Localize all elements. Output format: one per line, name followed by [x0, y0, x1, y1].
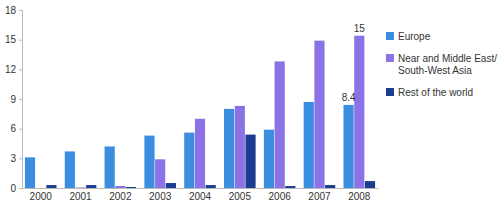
x-tick-label: 2005 — [229, 191, 252, 202]
bar — [75, 187, 85, 188]
y-tick-mark — [19, 10, 22, 11]
bar — [365, 181, 375, 188]
bar — [325, 185, 335, 188]
legend-swatch — [386, 32, 394, 40]
y-axis-line — [19, 11, 23, 189]
x-tick-label: 2006 — [269, 191, 292, 202]
bar — [105, 146, 115, 188]
bar — [314, 41, 324, 188]
bar — [285, 186, 295, 188]
y-tick: 12 — [5, 64, 22, 75]
bar — [36, 188, 46, 189]
bar — [65, 151, 75, 188]
y-tick-label: 15 — [5, 34, 17, 45]
bar — [343, 105, 353, 188]
y-tick-mark — [19, 40, 22, 41]
y-tick-label: 9 — [10, 94, 16, 105]
y-tick: 15 — [5, 34, 22, 45]
data-label: 15 — [354, 23, 366, 34]
x-tick-label: 2008 — [348, 191, 371, 202]
x-tick: 2000 — [30, 188, 53, 202]
x-tick-label: 2001 — [69, 191, 92, 202]
y-tick-label: 3 — [10, 153, 16, 164]
x-tick: 2004 — [189, 188, 212, 202]
plot: 0369121518200020012002200320042005200620… — [5, 5, 379, 202]
bar — [184, 133, 194, 188]
x-tick: 2006 — [269, 188, 292, 202]
data-labels: 8.4 15 — [342, 23, 366, 103]
y-tick: 0 — [10, 183, 22, 194]
legend-label: Europe — [398, 31, 431, 42]
y-tick-mark — [19, 69, 22, 70]
bar — [275, 61, 285, 188]
x-tick-label: 2000 — [30, 191, 53, 202]
legend-swatch — [386, 88, 394, 96]
bar — [166, 183, 176, 188]
bar — [245, 135, 255, 188]
x-tick: 2008 — [348, 188, 371, 202]
bar — [155, 159, 165, 188]
x-tick-label: 2003 — [149, 191, 172, 202]
chart: 0369121518200020012002200320042005200620… — [0, 0, 500, 206]
y-tick-mark — [19, 99, 22, 100]
data-label: 8.4 — [342, 92, 356, 103]
y-tick: 6 — [10, 123, 22, 134]
bar — [224, 109, 234, 188]
bar — [264, 130, 274, 188]
bar — [304, 102, 314, 188]
bar — [115, 186, 125, 188]
x-axis-line — [23, 188, 379, 189]
bar — [206, 185, 216, 188]
bars — [25, 36, 375, 188]
y-tick-mark — [19, 188, 22, 189]
bar — [46, 185, 56, 188]
legend-label: Rest of the world — [398, 87, 473, 98]
legend-swatch — [386, 54, 394, 62]
y-tick-label: 18 — [5, 5, 17, 16]
y-tick-label: 0 — [10, 183, 16, 194]
x-axis: 2000 2001 2002 2003 2004 2005 2006 2007 2008 — [23, 188, 379, 202]
y-tick-mark — [19, 129, 22, 130]
y-tick-mark — [19, 158, 22, 159]
y-tick-label: 6 — [10, 123, 16, 134]
x-tick-label: 2007 — [308, 191, 331, 202]
bar — [354, 36, 364, 188]
x-tick: 2007 — [308, 188, 331, 202]
legend-label: Near and Middle East/South-West Asia — [398, 53, 497, 76]
y-tick: 9 — [10, 94, 22, 105]
y-tick: 3 — [10, 153, 22, 164]
bar — [144, 136, 154, 188]
bar — [195, 119, 205, 188]
x-tick: 2002 — [109, 188, 132, 202]
bar — [25, 157, 35, 188]
x-tick: 2003 — [149, 188, 172, 202]
y-tick-label: 12 — [5, 64, 17, 75]
x-tick: 2001 — [69, 188, 92, 202]
x-tick: 2005 — [229, 188, 252, 202]
legend: Europe Near and Middle East/South-West As… — [386, 31, 497, 98]
y-axis: 0 3 6 9 12 15 18 — [5, 5, 23, 194]
bar — [126, 187, 136, 188]
bar — [235, 106, 245, 188]
x-tick-label: 2004 — [189, 191, 212, 202]
y-tick: 18 — [5, 5, 22, 16]
x-tick-label: 2002 — [109, 191, 132, 202]
bar — [86, 185, 96, 188]
